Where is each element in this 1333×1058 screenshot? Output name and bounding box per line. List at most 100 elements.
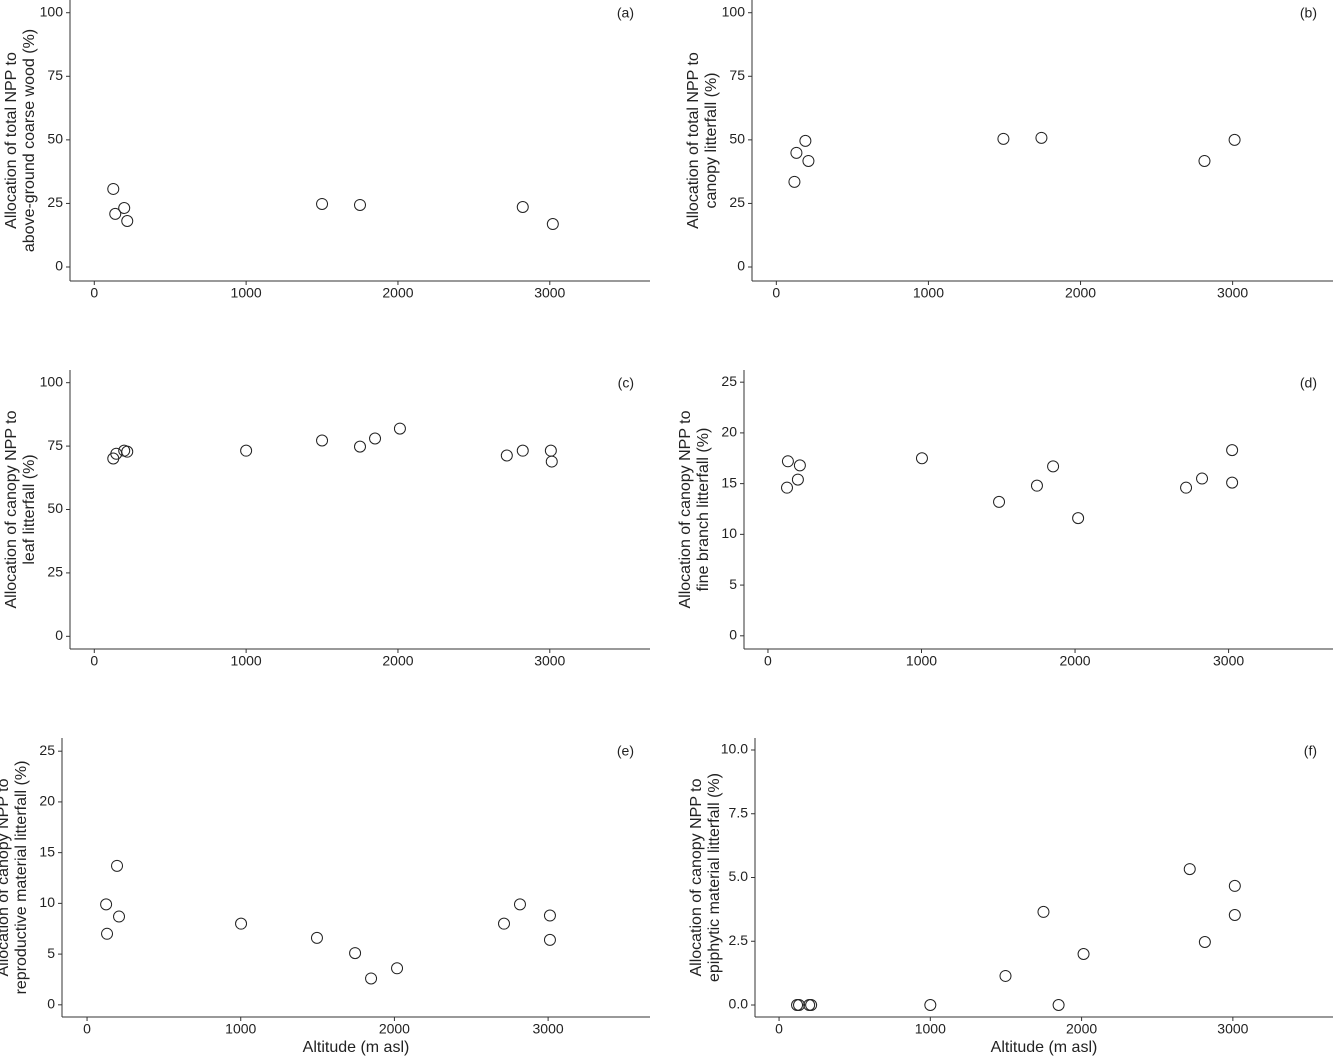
point bbox=[546, 218, 559, 231]
x-tick-label: 2000 bbox=[382, 285, 413, 301]
x-tick-label: 3000 bbox=[534, 653, 565, 669]
point bbox=[109, 207, 122, 220]
point bbox=[1228, 908, 1241, 921]
x-tick-label: 2000 bbox=[379, 1021, 410, 1037]
y-axis-label: canopy litterfall (%) bbox=[703, 72, 720, 208]
x-tick-label: 3000 bbox=[534, 285, 565, 301]
x-tick-label: 1000 bbox=[906, 653, 937, 669]
y-tick-label: 20 bbox=[39, 793, 55, 809]
point bbox=[354, 440, 366, 453]
y-tick-label: 5 bbox=[729, 576, 737, 592]
y-axis-label: epiphytic material litterfall (%) bbox=[706, 773, 723, 982]
y-tick-label: 100 bbox=[722, 3, 746, 19]
point bbox=[924, 999, 937, 1012]
x-tick-label: 0 bbox=[90, 653, 98, 669]
x-tick-label: 0 bbox=[90, 285, 98, 301]
point bbox=[101, 927, 114, 940]
y-axis-label: Allocation of canopy NPP to bbox=[0, 778, 12, 976]
y-tick-label: 25 bbox=[729, 194, 745, 210]
point bbox=[354, 198, 366, 211]
point bbox=[1030, 479, 1043, 492]
point bbox=[316, 434, 329, 447]
point bbox=[999, 969, 1012, 982]
panel-label: (c) bbox=[618, 375, 634, 391]
y-tick-label: 5.0 bbox=[729, 868, 749, 884]
y-tick-label: 50 bbox=[729, 131, 745, 147]
point bbox=[545, 455, 558, 468]
y-tick-label: 25 bbox=[721, 373, 737, 389]
point bbox=[1052, 999, 1065, 1012]
point bbox=[790, 146, 803, 159]
y-tick-label: 10 bbox=[721, 525, 737, 541]
point bbox=[1035, 131, 1048, 144]
x-tick-label: 0 bbox=[764, 653, 772, 669]
point bbox=[1047, 460, 1060, 473]
point bbox=[805, 999, 818, 1012]
y-tick-label: 50 bbox=[47, 131, 63, 147]
x-tick-label: 3000 bbox=[1217, 285, 1248, 301]
point bbox=[240, 444, 253, 457]
y-tick-label: 75 bbox=[729, 67, 745, 83]
x-tick-label: 1000 bbox=[231, 285, 262, 301]
point bbox=[500, 449, 513, 462]
point bbox=[516, 200, 529, 213]
point bbox=[781, 455, 794, 468]
point bbox=[391, 962, 404, 975]
point bbox=[121, 445, 134, 458]
point bbox=[1228, 879, 1241, 892]
panel-label: (a) bbox=[617, 5, 634, 21]
y-tick-label: 10 bbox=[39, 894, 55, 910]
y-tick-label: 2.5 bbox=[729, 932, 749, 948]
x-tick-label: 1000 bbox=[915, 1021, 946, 1037]
y-axis-label: Allocation of canopy NPP to bbox=[3, 410, 20, 608]
y-tick-label: 0 bbox=[737, 258, 745, 274]
y-tick-label: 0 bbox=[55, 627, 63, 643]
x-tick-label: 0 bbox=[83, 1021, 91, 1037]
point bbox=[793, 459, 806, 472]
panel-label: (b) bbox=[1300, 5, 1317, 21]
point bbox=[111, 859, 124, 872]
y-tick-label: 100 bbox=[40, 3, 64, 19]
y-axis-label: Allocation of total NPP to bbox=[3, 52, 20, 229]
point bbox=[1228, 133, 1241, 146]
point bbox=[1198, 154, 1211, 167]
point bbox=[113, 910, 126, 923]
x-tick-label: 1000 bbox=[913, 285, 944, 301]
point bbox=[497, 917, 510, 930]
y-tick-label: 10.0 bbox=[721, 741, 748, 757]
point bbox=[1037, 905, 1050, 918]
point bbox=[993, 495, 1006, 508]
y-tick-label: 100 bbox=[40, 373, 64, 389]
point bbox=[1198, 936, 1211, 949]
x-tick-label: 0 bbox=[775, 1021, 783, 1037]
y-tick-label: 0 bbox=[55, 258, 63, 274]
x-tick-label: 3000 bbox=[1217, 1021, 1248, 1037]
point bbox=[516, 444, 529, 457]
point bbox=[316, 197, 329, 210]
point bbox=[365, 972, 378, 985]
point bbox=[544, 444, 557, 457]
y-tick-label: 15 bbox=[721, 474, 737, 490]
point bbox=[799, 134, 812, 147]
y-axis-label: leaf litterfall (%) bbox=[21, 454, 38, 564]
x-tick-label: 1000 bbox=[231, 653, 262, 669]
x-tick-label: 2000 bbox=[1065, 285, 1096, 301]
point bbox=[100, 898, 113, 911]
point bbox=[1196, 472, 1209, 485]
y-axis-label: reproductive material litterfall (%) bbox=[13, 761, 30, 995]
point bbox=[1072, 512, 1085, 525]
panel-label: (f) bbox=[1304, 743, 1317, 759]
point bbox=[121, 214, 134, 227]
x-axis-label: Altitude (m asl) bbox=[991, 1039, 1098, 1056]
x-tick-label: 1000 bbox=[225, 1021, 256, 1037]
y-axis-label: Allocation of canopy NPP to bbox=[688, 778, 705, 976]
y-axis-label: above-ground coarse wood (%) bbox=[21, 29, 38, 252]
point bbox=[118, 202, 131, 215]
y-tick-label: 20 bbox=[721, 424, 737, 440]
point bbox=[369, 432, 382, 445]
x-axis-label: Altitude (m asl) bbox=[303, 1039, 410, 1056]
point bbox=[791, 473, 804, 486]
point bbox=[349, 947, 362, 960]
point bbox=[235, 917, 248, 930]
point bbox=[1226, 444, 1239, 457]
